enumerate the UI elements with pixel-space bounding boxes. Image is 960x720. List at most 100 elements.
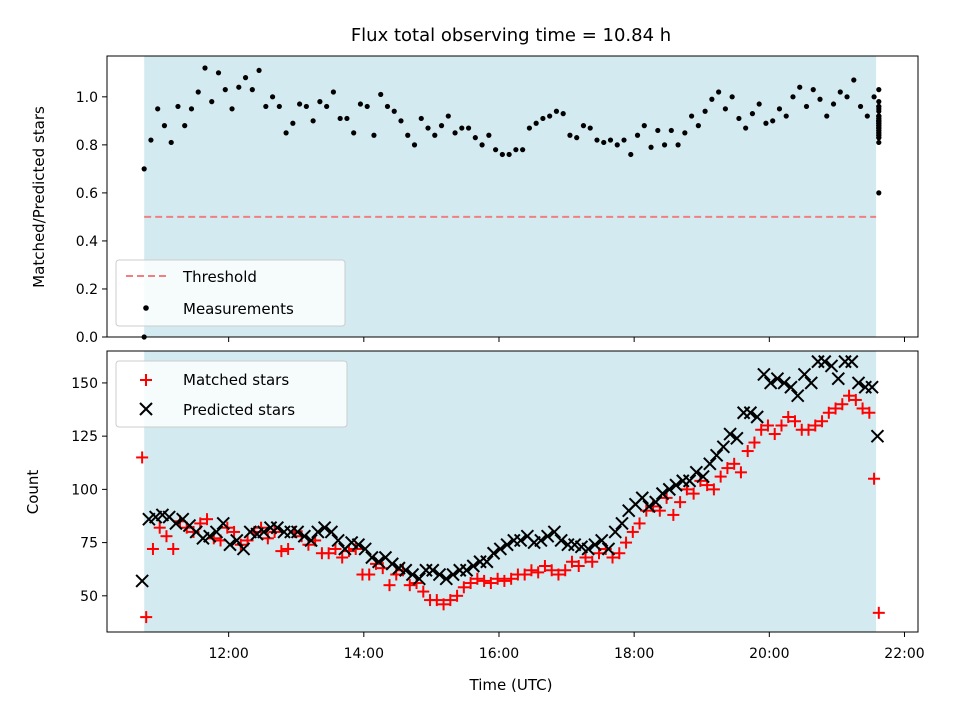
- measurement-point: [493, 147, 499, 153]
- matched-star-point: [856, 402, 869, 415]
- matched-star-point: [843, 389, 856, 402]
- matched-star-point: [565, 555, 578, 568]
- measurement-point: [472, 135, 478, 141]
- measurement-point: [876, 139, 882, 146]
- measurement-point: [743, 125, 749, 131]
- predicted-star-point: [750, 410, 764, 424]
- measurement-point: [857, 103, 864, 110]
- measurement-point: [641, 123, 647, 129]
- measurement-point: [716, 89, 722, 95]
- measurement-point: [547, 113, 553, 119]
- predicted-star-point: [135, 574, 149, 588]
- matched-star-point: [822, 406, 835, 419]
- predicted-star-point: [257, 525, 271, 539]
- predicted-star-point: [615, 516, 629, 531]
- predicted-star-point: [763, 376, 778, 390]
- y-axis-top: 0.0 0.2 0.4 0.6 0.8 1.0: [76, 90, 107, 346]
- predicted-star-point: [317, 520, 332, 535]
- matched-star-point: [802, 423, 815, 436]
- predicted-star-point: [459, 563, 474, 577]
- measurement-point: [783, 113, 789, 119]
- matched-star-point: [809, 419, 822, 432]
- measurement-point: [384, 103, 391, 110]
- matched-star-point: [457, 581, 470, 594]
- predicted-star-point: [203, 529, 217, 543]
- x-tick-label: 18:00: [614, 646, 654, 662]
- panel-counts: 50 75 100 125 150 12:00 14:00 16:00 18:00 20:00 2…: [24, 350, 925, 694]
- measurement-points: [141, 65, 882, 340]
- predicted-star-point: [216, 516, 230, 531]
- measurement-point: [161, 123, 168, 129]
- matched-star-point: [525, 564, 538, 577]
- measurement-point: [229, 106, 235, 112]
- predicted-star-point: [513, 533, 528, 548]
- matched-star-point: [741, 445, 754, 458]
- measurement-point: [876, 87, 882, 93]
- y-tick-label: 125: [71, 429, 98, 445]
- matched-star-points: [136, 389, 885, 624]
- matched-star-point: [417, 585, 430, 598]
- matched-star-point: [255, 521, 268, 534]
- measurement-point: [297, 101, 303, 107]
- predicted-star-point: [824, 359, 839, 373]
- predicted-star-point: [581, 542, 595, 556]
- predicted-star-point: [696, 469, 710, 484]
- predicted-star-point: [655, 486, 670, 501]
- matched-star-point: [872, 606, 885, 619]
- measurement-point: [256, 67, 262, 74]
- x-axis-label: Time (UTC): [469, 676, 553, 694]
- measurement-point: [824, 113, 830, 119]
- matched-star-point: [430, 594, 443, 607]
- measurement-point: [391, 108, 397, 114]
- legend-bottom-box: [115, 360, 348, 428]
- measurement-point: [560, 111, 566, 117]
- y-axis-label-top: Matched/Predicted stars: [30, 106, 48, 288]
- predicted-star-point: [324, 525, 339, 539]
- predicted-star-point: [804, 376, 818, 390]
- measurement-point: [445, 113, 451, 119]
- y-tick-label: 0.6: [76, 186, 98, 202]
- measurement-point: [668, 127, 674, 134]
- measurement-point: [864, 113, 870, 119]
- measurement-point: [249, 87, 255, 93]
- matched-star-point: [322, 547, 335, 560]
- predicted-star-point: [547, 525, 562, 539]
- y-axis-label-bottom: Count: [24, 470, 42, 515]
- predicted-star-point: [601, 542, 616, 556]
- predicted-star-point: [716, 440, 731, 454]
- predicted-star-point: [500, 538, 514, 552]
- measurement-point: [574, 135, 580, 141]
- measurement-point: [317, 99, 323, 105]
- measurement-point: [876, 118, 882, 124]
- y-tick-label: 75: [80, 536, 98, 552]
- measurement-point: [459, 125, 465, 131]
- predicted-star-point: [595, 533, 609, 548]
- measurement-point: [594, 137, 600, 143]
- matched-star-point: [687, 487, 700, 500]
- measurement-point: [790, 94, 796, 100]
- x-ticks-top: [228, 337, 905, 342]
- matched-star-point: [349, 542, 362, 555]
- x-tick-label: 12:00: [208, 646, 248, 662]
- matched-star-point: [572, 560, 585, 573]
- measurement-point: [344, 115, 350, 122]
- matched-star-point: [586, 555, 599, 568]
- measurement-point: [303, 103, 309, 110]
- legend-measurements-label: Measurements: [183, 300, 294, 318]
- measurement-point: [803, 103, 810, 110]
- predicted-star-point: [169, 516, 183, 531]
- measurement-point: [876, 113, 882, 119]
- y-tick-label: 150: [71, 376, 98, 392]
- measurement-point: [601, 139, 607, 146]
- y-tick-label: 100: [71, 482, 98, 498]
- predicted-star-point: [446, 567, 460, 582]
- measurement-point: [141, 166, 147, 172]
- measurement-point: [876, 127, 882, 134]
- matched-star-point: [748, 436, 761, 449]
- predicted-star-point: [290, 525, 305, 539]
- predicted-star-point: [662, 482, 677, 497]
- legend-threshold-label: Threshold: [182, 268, 257, 286]
- measurement-point: [202, 65, 208, 71]
- predicted-star-point: [486, 546, 501, 560]
- measurement-point: [830, 101, 837, 107]
